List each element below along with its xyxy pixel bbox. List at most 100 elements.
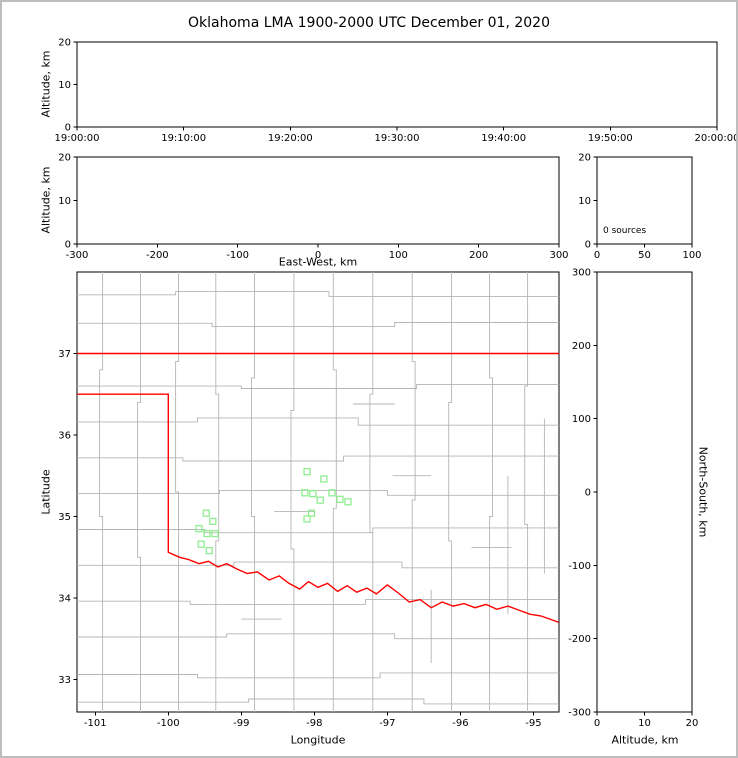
tick-label: -101 bbox=[84, 718, 107, 729]
county-line bbox=[77, 633, 559, 640]
lma-station-marker bbox=[209, 517, 217, 525]
county-line bbox=[77, 561, 559, 569]
county-line bbox=[77, 322, 559, 328]
map-ylabel: Latitude bbox=[39, 469, 53, 515]
tick-label: 300 bbox=[572, 268, 591, 279]
county-line bbox=[175, 272, 179, 712]
county-line bbox=[77, 383, 559, 389]
lma-station-marker bbox=[301, 489, 309, 497]
tick-label: 0 bbox=[585, 240, 591, 251]
county-line bbox=[448, 272, 453, 712]
tick-label: -97 bbox=[379, 718, 395, 729]
tick-label: 33 bbox=[58, 675, 71, 686]
tick-label: -95 bbox=[525, 718, 541, 729]
tick-label: 100 bbox=[572, 414, 591, 425]
ew-height-panel-frame bbox=[76, 156, 560, 245]
tick-label: -200 bbox=[146, 250, 169, 261]
lma-station-marker bbox=[336, 495, 344, 503]
tick-label: 20:00:00 bbox=[695, 133, 738, 144]
tick-label: 0 bbox=[594, 250, 600, 261]
ns-height-panel-frame bbox=[596, 271, 693, 713]
county-line bbox=[77, 698, 559, 705]
tick-label: 0 bbox=[65, 240, 71, 251]
lma-station-marker bbox=[195, 525, 203, 533]
lma-station-marker bbox=[303, 515, 311, 523]
county-line bbox=[489, 272, 493, 712]
lma-station-marker bbox=[202, 509, 210, 517]
map-xlabel: Longitude bbox=[290, 733, 346, 747]
lma-station-marker bbox=[307, 509, 316, 517]
tick-label: 0 bbox=[65, 123, 71, 134]
tick-label: 36 bbox=[58, 430, 71, 441]
map-panel-frame bbox=[76, 271, 560, 713]
time-height-panel-frame bbox=[76, 41, 718, 128]
tick-label: 19:00:00 bbox=[55, 133, 100, 144]
county-line bbox=[77, 291, 559, 297]
county-line bbox=[369, 272, 374, 712]
tick-label: 200 bbox=[572, 341, 591, 352]
tick-label: -99 bbox=[233, 718, 249, 729]
tick-label: 19:40:00 bbox=[481, 133, 526, 144]
tick-label: 19:30:00 bbox=[375, 133, 420, 144]
county-line bbox=[77, 527, 559, 534]
tick-label: 0 bbox=[585, 488, 591, 499]
tick-label: 19:10:00 bbox=[161, 133, 206, 144]
tick-label: 20 bbox=[58, 153, 71, 164]
tick-label: -98 bbox=[306, 718, 322, 729]
tick-label: 10 bbox=[58, 196, 71, 207]
tick-label: -200 bbox=[568, 634, 591, 645]
tick-label: 35 bbox=[58, 512, 71, 523]
county-line bbox=[290, 272, 295, 712]
ew-height-xlabel: East-West, km bbox=[278, 255, 358, 269]
ns-height-xlabel: Altitude, km bbox=[611, 733, 679, 747]
lma-station-marker bbox=[211, 529, 219, 538]
tick-label: -300 bbox=[66, 250, 89, 261]
tick-label: 200 bbox=[469, 250, 488, 261]
tick-label: 50 bbox=[638, 250, 651, 261]
tick-label: -300 bbox=[568, 708, 591, 719]
tick-label: 10 bbox=[58, 80, 71, 91]
figure-title: Oklahoma LMA 1900-2000 UTC December 01, … bbox=[188, 15, 550, 31]
tick-label: 34 bbox=[58, 593, 71, 604]
lma-station-marker bbox=[328, 489, 336, 497]
tick-label: 0 bbox=[315, 250, 321, 261]
tick-label: 37 bbox=[58, 349, 71, 360]
county-line bbox=[77, 417, 559, 426]
ns-height-right-label: North-South, km bbox=[696, 446, 710, 538]
tick-label: 10 bbox=[578, 196, 591, 207]
tick-label: -100 bbox=[568, 561, 591, 572]
tick-label: 20 bbox=[58, 38, 71, 49]
tick-label: -100 bbox=[157, 718, 180, 729]
county-line bbox=[251, 272, 255, 712]
tick-label: 300 bbox=[549, 250, 568, 261]
tick-label: 10 bbox=[638, 718, 651, 729]
time-height-ylabel: Altitude, km bbox=[39, 50, 53, 118]
tick-label: 20 bbox=[578, 153, 591, 164]
tick-label: 19:20:00 bbox=[268, 133, 313, 144]
lma-station-marker bbox=[303, 467, 311, 476]
county-line bbox=[215, 272, 220, 712]
county-line bbox=[411, 272, 416, 712]
lma-station-marker bbox=[344, 498, 352, 506]
tick-label: 100 bbox=[389, 250, 408, 261]
county-line bbox=[77, 672, 559, 679]
tick-label: 0 bbox=[594, 718, 600, 729]
map-layers bbox=[77, 272, 559, 712]
lma-station-marker bbox=[205, 547, 213, 555]
lma-station-marker bbox=[197, 540, 205, 548]
county-line bbox=[77, 455, 559, 462]
tick-label: -96 bbox=[452, 718, 468, 729]
county-line bbox=[524, 272, 529, 712]
tick-label: 19:50:00 bbox=[588, 133, 633, 144]
histogram-annotation: 0 sources bbox=[603, 226, 647, 236]
ew-height-ylabel: Altitude, km bbox=[39, 166, 53, 234]
lma-station-marker bbox=[320, 475, 328, 483]
state-border-line bbox=[77, 393, 559, 624]
tick-label: 100 bbox=[682, 250, 701, 261]
county-line bbox=[77, 599, 559, 605]
lma-station-marker bbox=[203, 529, 211, 538]
tick-label: -100 bbox=[226, 250, 249, 261]
lma-station-marker bbox=[316, 496, 324, 504]
